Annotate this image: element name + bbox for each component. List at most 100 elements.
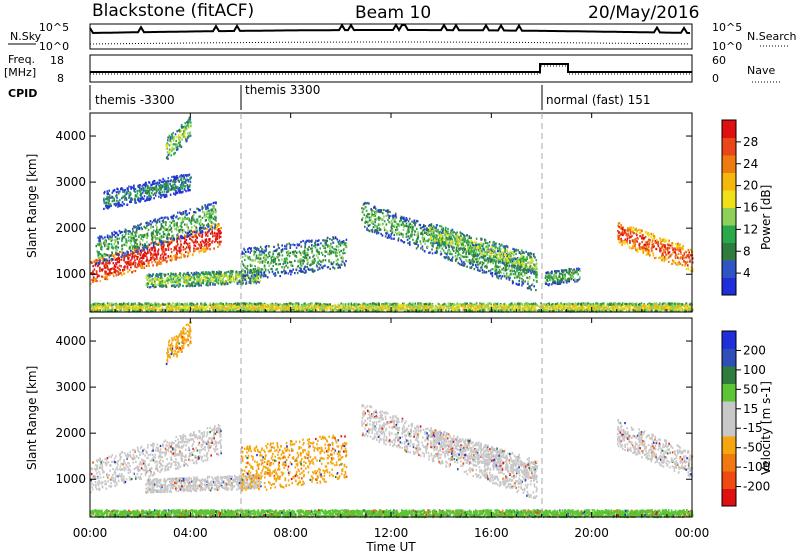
- data-pixel: [178, 238, 181, 241]
- data-pixel: [385, 233, 388, 236]
- data-pixel: [655, 256, 657, 259]
- data-pixel: [286, 260, 288, 263]
- data-pixel: [645, 241, 648, 244]
- data-pixel: [215, 219, 217, 222]
- data-pixel: [515, 282, 518, 285]
- data-pixel: [514, 273, 517, 276]
- data-pixel: [193, 231, 196, 234]
- data-pixel: [105, 253, 107, 256]
- data-pixel: [99, 236, 101, 239]
- data-pixel: [125, 262, 128, 265]
- data-pixel: [191, 239, 194, 242]
- data-pixel: [190, 272, 193, 275]
- data-pixel: [460, 234, 462, 238]
- data-pixel: [170, 140, 172, 144]
- data-pixel: [263, 274, 265, 278]
- data-pixel: [186, 217, 188, 220]
- data-pixel: [299, 260, 301, 263]
- data-pixel: [183, 223, 186, 226]
- data-pixel: [179, 143, 181, 146]
- data-pixel: [106, 278, 109, 281]
- data-pixel: [166, 144, 168, 147]
- data-pixel: [168, 152, 171, 155]
- data-pixel: [473, 250, 476, 253]
- data-pixel: [445, 232, 447, 235]
- data-pixel: [363, 202, 366, 205]
- data-pixel: [306, 265, 308, 268]
- data-pixel: [534, 265, 537, 268]
- data-pixel: [417, 231, 419, 234]
- data-pixel: [634, 239, 637, 242]
- data-pixel: [389, 221, 391, 224]
- data-pixel: [618, 234, 621, 237]
- data-pixel: [250, 248, 252, 251]
- data-pixel: [464, 244, 467, 247]
- data-pixel: [488, 241, 491, 244]
- data-pixel: [482, 242, 485, 245]
- data-pixel: [427, 228, 430, 231]
- data-pixel: [173, 284, 176, 287]
- data-pixel: [139, 264, 142, 267]
- data-pixel: [170, 285, 173, 288]
- data-pixel: [223, 280, 226, 283]
- data-pixel: [218, 270, 220, 273]
- data-pixel: [101, 255, 104, 258]
- data-pixel: [202, 272, 204, 276]
- data-pixel: [186, 213, 188, 216]
- data-pixel: [644, 241, 647, 244]
- data-pixel: [458, 247, 460, 250]
- data-pixel: [209, 203, 211, 206]
- data-pixel: [508, 264, 511, 267]
- data-pixel: [470, 250, 472, 253]
- data-pixel: [169, 139, 172, 142]
- data-pixel: [107, 236, 110, 239]
- data-pixel: [660, 256, 663, 259]
- data-pixel: [180, 256, 182, 259]
- data-pixel: [159, 236, 161, 239]
- data-pixel: [461, 255, 464, 258]
- data-pixel: [146, 247, 148, 250]
- data-pixel: [384, 235, 387, 238]
- data-pixel: [629, 226, 631, 229]
- data-pixel: [521, 278, 523, 282]
- data-pixel: [245, 280, 248, 283]
- data-pixel: [199, 209, 201, 212]
- data-pixel: [329, 250, 331, 253]
- data-pixel: [432, 240, 435, 243]
- data-pixel: [256, 279, 258, 282]
- data-pixel: [176, 221, 178, 225]
- data-pixel: [295, 246, 298, 249]
- data-pixel: [242, 263, 244, 266]
- data-pixel: [146, 278, 149, 281]
- data-pixel: [198, 251, 201, 254]
- data-pixel: [277, 244, 280, 247]
- data-pixel: [382, 212, 384, 215]
- data-pixel: [247, 255, 249, 258]
- data-pixel: [111, 251, 113, 254]
- data-pixel: [669, 244, 672, 247]
- data-pixel: [171, 235, 173, 238]
- data-pixel: [130, 249, 132, 252]
- data-pixel: [340, 240, 343, 244]
- data-pixel: [184, 211, 187, 214]
- data-pixel: [334, 248, 336, 251]
- data-pixel: [108, 242, 111, 246]
- data-pixel: [145, 222, 147, 225]
- data-pixel: [184, 247, 187, 250]
- data-pixel: [150, 242, 152, 245]
- data-pixel: [558, 279, 560, 282]
- data-pixel: [231, 273, 233, 276]
- data-pixel: [132, 245, 134, 248]
- data-pixel: [95, 278, 97, 281]
- data-pixel: [632, 229, 634, 233]
- data-pixel: [251, 272, 253, 275]
- data-pixel: [172, 277, 174, 280]
- data-pixel: [148, 264, 150, 267]
- data-pixel: [335, 252, 338, 255]
- data-pixel: [335, 254, 337, 257]
- data-pixel: [259, 279, 261, 282]
- data-pixel: [187, 135, 189, 138]
- data-pixel: [460, 263, 463, 266]
- data-pixel: [145, 259, 148, 263]
- data-pixel: [106, 234, 109, 237]
